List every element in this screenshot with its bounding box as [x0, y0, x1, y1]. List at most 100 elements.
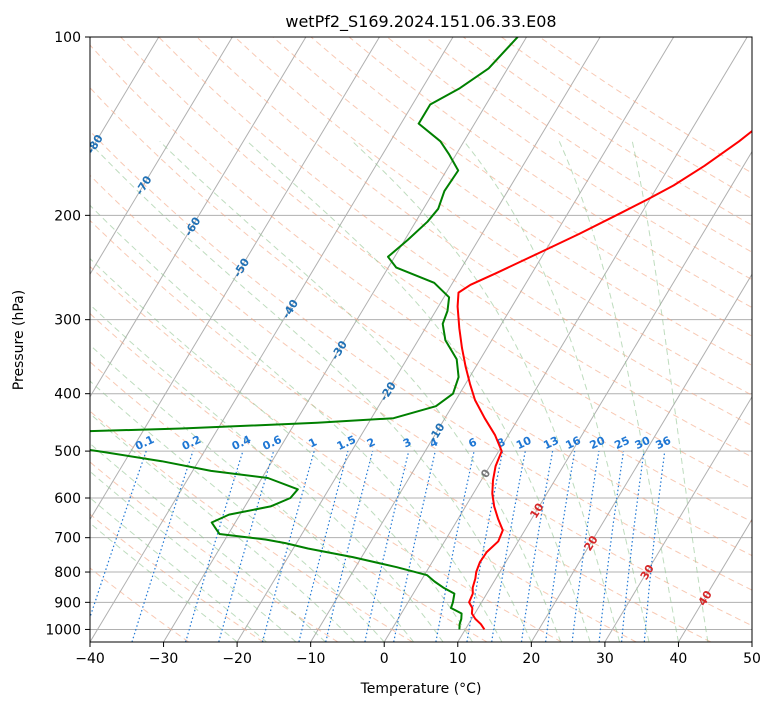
axes: −40 −30 −20 −10 0 10 20 30 40 5010020030040050060… [45, 30, 761, 667]
moist-adiabat [558, 141, 679, 642]
moist-adiabat [352, 140, 621, 642]
x-tick-label: −40 [75, 651, 105, 667]
x-tick-label: −30 [149, 651, 179, 667]
mixing-ratio-line [643, 451, 666, 642]
x-tick-label: 40 [670, 651, 688, 667]
isotherm-line [90, 37, 160, 153]
moist-adiabat [90, 303, 444, 642]
isotherm-label: -90 [35, 91, 57, 115]
mixing-ratio-label: 20 [588, 434, 608, 452]
mixing-ratio-line [298, 450, 349, 642]
mixing-ratio-line [621, 451, 645, 642]
moist-adiabat [90, 470, 297, 642]
mixing-ratio-label: 2 [365, 435, 377, 450]
isotherm-line [530, 273, 752, 642]
mixing-ratio-line [571, 451, 600, 642]
moist-adiabat [90, 380, 385, 642]
mixing-ratio-label: 1.5 [335, 433, 358, 453]
moist-adiabat [90, 142, 532, 642]
mixing-ratio-line [131, 450, 194, 642]
mixing-ratio-label: 10 [514, 434, 534, 452]
moist-adiabat [90, 412, 356, 642]
isotherm-label: -20 [377, 379, 399, 403]
dry-adiabat [234, 37, 752, 396]
isotherm-line [604, 395, 752, 642]
dry-adiabat [90, 312, 562, 642]
mixing-ratio-line [325, 450, 374, 642]
temperature-profile-line [456, 129, 752, 630]
isotherm-label: -40 [280, 297, 302, 321]
x-tick-label: 10 [449, 651, 467, 667]
mixing-ratio-label: 36 [654, 434, 674, 452]
y-tick-label: 900 [54, 595, 81, 611]
isotherm-line [90, 37, 380, 521]
isotherm-label: -80 [84, 132, 106, 156]
x-tick-label: −20 [222, 651, 252, 667]
dry-adiabat [90, 130, 752, 591]
moist-adiabat [90, 497, 267, 642]
dry-adiabat [90, 361, 488, 642]
mixing-ratio-line [545, 450, 576, 642]
moist-adiabat [90, 522, 238, 642]
isotherm-label: 40 [696, 588, 715, 608]
mixing-ratio-line [218, 450, 275, 642]
isotherm-line [751, 641, 752, 642]
dry-adiabat [158, 37, 752, 458]
isotherm-line [90, 37, 454, 642]
moist-adiabat [463, 140, 650, 642]
y-tick-label: 400 [54, 387, 81, 403]
dry-adiabat [90, 410, 413, 642]
mixing-ratio-line [364, 450, 410, 642]
moist-adiabat [159, 140, 562, 642]
dry-adiabat [120, 37, 752, 490]
dry-adiabat [348, 37, 752, 309]
isotherm-line [236, 37, 601, 642]
mixing-ratio-line [598, 451, 625, 642]
mixing-ratio-label: 25 [612, 434, 631, 452]
moist-adiabat [90, 204, 503, 642]
isotherm-line [383, 37, 748, 642]
mixing-ratio-label: 0.2 [180, 433, 203, 453]
isotherm-label: -30 [328, 338, 350, 362]
y-tick-label: 800 [54, 565, 81, 581]
mixing-ratio-line [393, 450, 436, 642]
dry-adiabat [90, 174, 752, 627]
chart-title: wetPf2_S169.2024.151.06.33.E08 [285, 12, 556, 32]
dry-adiabat [90, 265, 637, 642]
dry-adiabat [310, 37, 752, 337]
dry-adiabat [90, 567, 189, 642]
dry-adiabat [272, 37, 752, 366]
dry-adiabat [539, 37, 752, 174]
isotherm-label: -100 [0, 46, 10, 77]
y-axis-title: Pressure (hPa) [11, 290, 27, 390]
isotherm-line [0, 37, 12, 642]
mixing-ratio-label: 1 [306, 435, 318, 450]
mixing-ratio-line [261, 450, 315, 642]
profile-series: 0.1 0.2 0.4 0.6 1 1.5 2 3 4 6 8 10 13 16 20 25 30 36-100-… [0, 37, 752, 630]
mixing-ratio-line [185, 450, 244, 642]
mixing-ratio-label: 30 [633, 434, 653, 452]
dry-adiabat [196, 37, 752, 427]
isotherm-label: 30 [638, 562, 657, 582]
mixing-ratio-label: 16 [564, 434, 584, 452]
isotherm-line [163, 37, 527, 642]
mixing-ratio-label: 3 [401, 435, 413, 450]
moist-adiabat [90, 257, 473, 642]
dry-adiabat [501, 37, 752, 200]
plot-frame [89, 36, 753, 643]
mixing-ratio-label: 0.4 [230, 433, 253, 453]
isotherm-line [678, 518, 752, 642]
x-tick-label: 0 [380, 651, 389, 667]
dry-adiabat [90, 219, 712, 642]
y-tick-label: 500 [54, 444, 81, 460]
x-axis-title: Temperature (°C) [360, 681, 482, 697]
dry-adiabat [424, 37, 752, 253]
moist-adiabat [631, 141, 709, 642]
dry-adiabat [90, 461, 339, 642]
mixing-ratio-label: 0.6 [261, 433, 284, 453]
moist-adiabat [90, 442, 326, 642]
plot-area [0, 37, 752, 642]
y-tick-label: 300 [54, 313, 81, 329]
dry-adiabat [90, 513, 264, 642]
